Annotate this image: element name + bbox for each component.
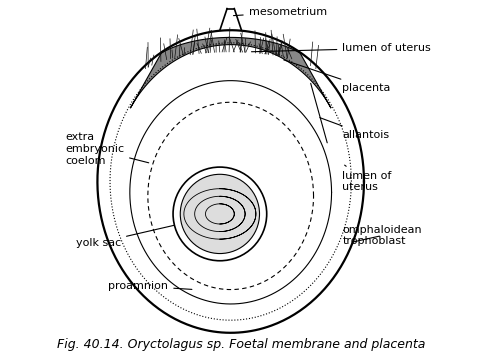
- Text: omphaloidean
trophoblast: omphaloidean trophoblast: [342, 225, 422, 246]
- Text: allantois: allantois: [320, 118, 389, 140]
- Text: proamnion: proamnion: [108, 281, 192, 291]
- Text: lumen of uterus: lumen of uterus: [252, 43, 431, 53]
- Text: placenta: placenta: [284, 60, 391, 93]
- Text: mesometrium: mesometrium: [233, 7, 327, 17]
- Text: yolk sac: yolk sac: [76, 225, 174, 248]
- Circle shape: [180, 174, 259, 253]
- Text: lumen of
uterus: lumen of uterus: [342, 165, 392, 192]
- Text: extra
embryonic
coelom: extra embryonic coelom: [65, 132, 149, 166]
- Polygon shape: [130, 37, 331, 108]
- Text: Fig. 40.14. Oryctolagus sp. Foetal membrane and placenta: Fig. 40.14. Oryctolagus sp. Foetal membr…: [57, 338, 426, 351]
